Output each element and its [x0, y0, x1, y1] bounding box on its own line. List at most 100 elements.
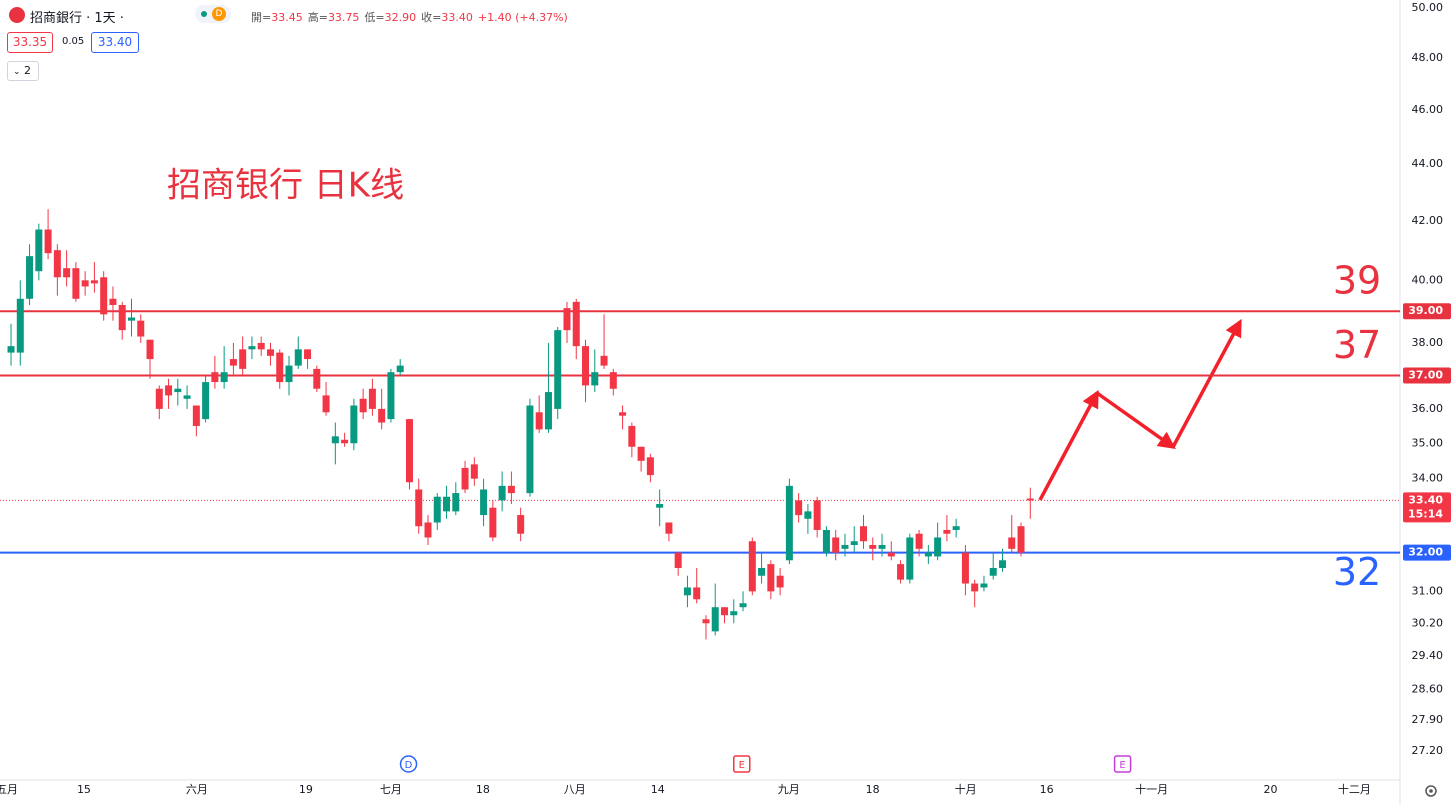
candle-body	[53, 250, 61, 278]
candle-body	[980, 583, 988, 588]
candle-body	[859, 526, 867, 542]
indicator-count: 2	[24, 64, 32, 77]
y-tick-label: 31.00	[1412, 584, 1444, 597]
arrow-segment	[1095, 391, 1176, 450]
ohlc-label: 開=	[251, 11, 272, 24]
candle-body	[294, 349, 302, 366]
candle-body	[934, 537, 942, 557]
y-tick-label: 35.00	[1412, 436, 1444, 449]
candle-body	[331, 436, 339, 444]
candle-body	[665, 522, 673, 534]
candle-body	[1008, 537, 1016, 549]
level-label: 37.00	[1408, 368, 1443, 381]
x-tick-label: 20	[1263, 783, 1277, 796]
candle-body	[81, 280, 89, 287]
candle-body	[276, 352, 284, 383]
event-label: E	[739, 760, 745, 771]
candle-body	[943, 529, 951, 534]
candle-body	[155, 388, 163, 409]
y-tick-label: 29.40	[1412, 649, 1444, 662]
candle-body	[813, 500, 821, 530]
candle-body	[433, 496, 441, 523]
candle-body	[396, 365, 404, 373]
candle-body	[730, 611, 738, 616]
symbol[interactable]: 招商銀行 · 1天 ·	[30, 11, 124, 26]
candle-body	[239, 349, 247, 369]
candle-body	[452, 493, 460, 512]
candle-body	[35, 229, 43, 272]
candle-body	[220, 372, 228, 383]
x-tick-label: 十一月	[1135, 782, 1168, 796]
candle-body	[600, 355, 608, 366]
candle-body	[961, 552, 969, 584]
candle-body	[693, 587, 701, 600]
candle-body	[507, 485, 515, 494]
level-label: 32.00	[1408, 546, 1443, 559]
candle-body	[804, 511, 812, 519]
candle-body	[211, 372, 219, 383]
candle-body	[721, 607, 729, 616]
candle-body	[378, 408, 386, 423]
candle-body	[266, 349, 274, 356]
candle-body	[748, 541, 756, 592]
candle-body	[924, 552, 932, 557]
candle-body	[304, 349, 312, 360]
y-tick-label: 48.00	[1412, 51, 1444, 64]
candle-body	[16, 298, 24, 353]
candle-body	[183, 395, 191, 399]
indicators-toggle[interactable]: ⌄ 2	[7, 61, 39, 81]
candle-body	[387, 372, 395, 420]
y-tick-label: 28.60	[1412, 683, 1444, 696]
y-tick-label: 34.00	[1412, 472, 1444, 485]
candle-body	[461, 467, 469, 490]
level-label: 39.00	[1408, 304, 1443, 317]
candle-body	[443, 496, 451, 512]
candle-body	[350, 405, 358, 444]
candle-body	[572, 301, 580, 347]
y-tick-label: 50.00	[1412, 1, 1444, 14]
candle-body	[165, 385, 173, 396]
bid-price[interactable]: 33.35	[7, 32, 53, 53]
candle-body	[906, 537, 914, 580]
event-marker	[732, 755, 751, 773]
candle-body	[535, 412, 543, 430]
level-label-bg	[1403, 303, 1451, 320]
ask-price[interactable]: 33.40	[91, 32, 139, 53]
arrow-segment	[1171, 318, 1242, 448]
settings-icon[interactable]	[1425, 785, 1437, 797]
candle-body	[952, 526, 960, 530]
y-tick-label: 36.00	[1412, 402, 1444, 415]
countdown: 15:14	[1408, 507, 1443, 520]
x-tick-label: 九月	[778, 783, 800, 796]
candle-body	[498, 485, 506, 501]
candle-body	[90, 280, 98, 284]
candle-body	[619, 412, 627, 416]
level-label-bg	[1403, 544, 1451, 561]
y-tick-label: 42.00	[1412, 214, 1444, 227]
candle-body	[285, 365, 293, 383]
candle-body	[915, 533, 923, 549]
candle-body	[1026, 498, 1034, 501]
ohlc-change: +1.40 (+4.37%)	[477, 11, 568, 24]
candle-body	[702, 619, 710, 624]
candle-body	[711, 607, 719, 632]
candle-body	[248, 346, 256, 350]
event-marker	[399, 755, 418, 773]
candle-body	[646, 457, 654, 476]
candle-body	[628, 425, 636, 447]
candle-body	[313, 368, 321, 389]
candle-body	[767, 564, 775, 592]
y-tick-label: 44.00	[1412, 157, 1444, 170]
candle-body	[897, 564, 905, 580]
level-label-bg	[1403, 367, 1451, 384]
x-tick-label: 15	[77, 783, 91, 796]
status-badge: D	[195, 5, 231, 23]
arrow-segment	[1038, 389, 1099, 501]
candle-body	[683, 587, 691, 596]
event-label: E	[1119, 760, 1125, 771]
x-tick-label: 七月	[380, 783, 402, 796]
last-price-bg	[1403, 492, 1451, 523]
level-annotation: 39	[1333, 259, 1381, 303]
candle-body	[554, 330, 562, 409]
